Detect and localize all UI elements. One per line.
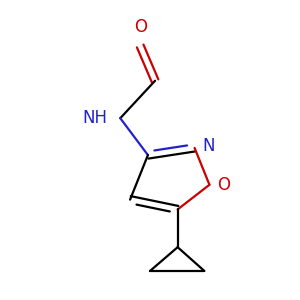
Text: N: N [202, 137, 214, 155]
Text: O: O [217, 176, 230, 194]
Text: NH: NH [82, 109, 107, 127]
Text: O: O [134, 18, 147, 36]
